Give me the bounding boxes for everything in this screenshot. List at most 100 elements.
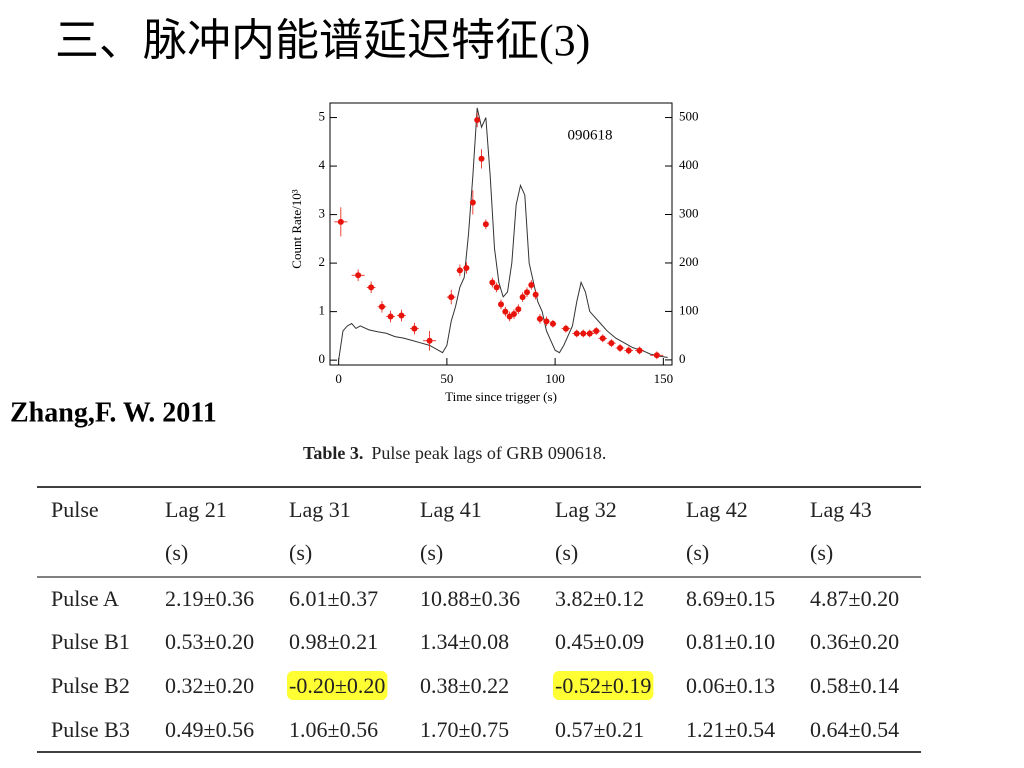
column-header: Lag 32 xyxy=(555,497,617,522)
data-point xyxy=(549,320,556,327)
table-cell: 4.87±0.20 xyxy=(810,586,899,611)
data-point xyxy=(519,294,526,301)
y2-tick-label: 300 xyxy=(679,205,699,220)
table-caption: Table 3. Pulse peak lags of GRB 090618. xyxy=(303,443,606,463)
y-tick-label: 0 xyxy=(319,351,326,366)
data-point xyxy=(463,264,470,271)
table-cell: Pulse B3 xyxy=(51,717,130,742)
data-point xyxy=(653,352,660,359)
data-point xyxy=(426,337,433,344)
y2-tick-label: 0 xyxy=(679,351,686,366)
table-cell: Pulse A xyxy=(51,586,119,611)
x-tick-label: 100 xyxy=(545,371,565,386)
data-point xyxy=(562,325,569,332)
data-point xyxy=(510,311,517,318)
y-axis-label: Count Rate/10³ xyxy=(289,189,304,268)
data-point xyxy=(398,312,405,319)
data-point xyxy=(493,284,500,291)
y-tick-label: 2 xyxy=(319,254,326,269)
data-point xyxy=(532,291,539,298)
data-point xyxy=(489,279,496,286)
table-cell: Pulse B2 xyxy=(51,673,130,698)
y2-tick-label: 100 xyxy=(679,302,699,317)
table-cell: 0.38±0.22 xyxy=(420,673,509,698)
table-cell: 2.19±0.36 xyxy=(165,586,254,611)
x-tick-label: 0 xyxy=(335,371,342,386)
table-cell: 1.21±0.54 xyxy=(686,717,775,742)
table-cell: 0.32±0.20 xyxy=(165,673,254,698)
data-point xyxy=(515,306,522,313)
table-cell: 0.81±0.10 xyxy=(686,629,775,654)
column-header: Lag 41 xyxy=(420,497,482,522)
data-point xyxy=(608,340,615,347)
table-cell: -0.52±0.19 xyxy=(555,673,651,698)
data-point xyxy=(528,281,535,288)
column-unit: (s) xyxy=(165,540,188,565)
y2-tick-label: 500 xyxy=(679,109,699,124)
table-cell: 6.01±0.37 xyxy=(289,586,378,611)
table-cell: 0.45±0.09 xyxy=(555,629,644,654)
table-cell: 10.88±0.36 xyxy=(420,586,520,611)
data-point xyxy=(469,199,476,206)
table-cell: 0.64±0.54 xyxy=(810,717,899,742)
data-point xyxy=(498,301,504,308)
table-cell: 0.06±0.13 xyxy=(686,673,775,698)
table-cell: 0.53±0.20 xyxy=(165,629,254,654)
column-unit: (s) xyxy=(686,540,709,565)
highlight xyxy=(287,671,388,701)
table-cell: 0.49±0.56 xyxy=(165,717,254,742)
table-cell: -0.20±0.20 xyxy=(289,673,385,698)
data-point xyxy=(448,294,455,301)
y2-tick-label: 400 xyxy=(679,157,699,172)
column-unit: (s) xyxy=(810,540,833,565)
annotation: 090618 xyxy=(568,127,613,143)
caption-text: Pulse peak lags of GRB 090618. xyxy=(371,443,606,463)
data-point xyxy=(573,330,580,337)
data-point xyxy=(580,330,587,337)
data-point xyxy=(536,315,543,322)
y-tick-label: 5 xyxy=(319,109,326,124)
x-axis-label: Time since trigger (s) xyxy=(445,389,557,404)
table-cell: 0.57±0.21 xyxy=(555,717,644,742)
data-point xyxy=(378,303,385,310)
column-header: Lag 43 xyxy=(810,497,872,522)
data-point xyxy=(586,330,593,337)
table: Table 3. Pulse peak lags of GRB 090618. Pu… xyxy=(37,443,921,753)
highlight xyxy=(553,671,654,701)
table-cell: 8.69±0.15 xyxy=(686,586,775,611)
slide-title: 三、脉冲内能谱延迟特征(3) xyxy=(55,16,590,65)
data-point xyxy=(543,318,550,325)
data-point xyxy=(482,221,489,228)
data-point xyxy=(523,289,530,296)
table-cell: 1.06±0.56 xyxy=(289,717,378,742)
column-unit: (s) xyxy=(420,540,443,565)
data-point xyxy=(599,335,606,342)
y-tick-label: 4 xyxy=(319,157,326,172)
data-point xyxy=(474,116,481,123)
x-tick-label: 50 xyxy=(440,371,453,386)
column-unit: (s) xyxy=(555,540,578,565)
table-cell: 1.70±0.75 xyxy=(420,717,509,742)
data-point xyxy=(593,328,600,335)
column-header: Lag 21 xyxy=(165,497,227,522)
plot-frame xyxy=(329,102,673,366)
data-point xyxy=(387,313,394,320)
table-cell: 3.82±0.12 xyxy=(555,586,644,611)
data-point xyxy=(478,155,485,162)
citation: Zhang,F. W. 2011 xyxy=(10,397,217,428)
column-unit: (s) xyxy=(289,540,312,565)
data-point xyxy=(337,218,344,225)
data-point xyxy=(625,347,632,354)
table-cell: 1.34±0.08 xyxy=(420,629,509,654)
y-tick-label: 3 xyxy=(319,206,326,221)
y2-tick-label: 200 xyxy=(679,254,699,269)
data-point xyxy=(368,284,375,291)
data-point xyxy=(355,272,362,279)
table-cell: 0.98±0.21 xyxy=(289,629,378,654)
table-cell: Pulse B1 xyxy=(51,629,130,654)
data-point xyxy=(456,267,463,274)
column-header: Lag 31 xyxy=(289,497,351,522)
column-header: Pulse xyxy=(51,497,99,522)
